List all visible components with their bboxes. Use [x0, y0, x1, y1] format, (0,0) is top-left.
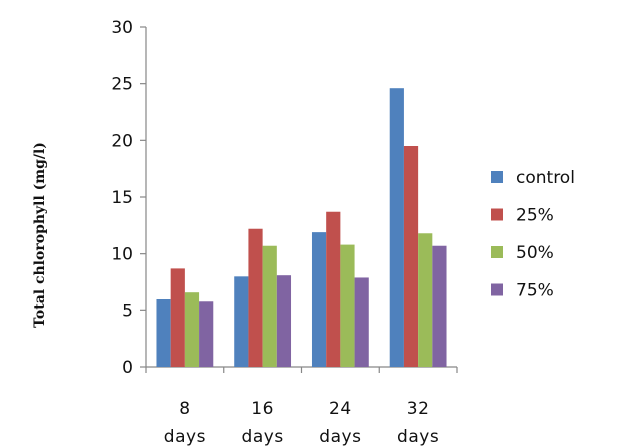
legend-label: control: [516, 168, 575, 188]
legend-label: 50%: [516, 243, 554, 263]
y-tick-label: 5: [122, 301, 133, 321]
bar: [354, 277, 369, 367]
x-tick-label: 8 days: [164, 399, 206, 447]
x-tick-label-line: 16: [251, 399, 274, 419]
x-tick-label: 24 days: [319, 399, 361, 447]
bar: [311, 232, 327, 367]
y-axis-label: Total chlorophyll (mg/l): [32, 142, 48, 328]
legend-label: 75%: [516, 281, 554, 301]
bar: [248, 228, 263, 367]
y-tick-label: 30: [111, 18, 133, 38]
x-tick-label-line: 24: [329, 399, 352, 419]
bar: [326, 211, 341, 367]
x-tick-label: 32 days: [397, 399, 439, 447]
bar: [199, 301, 214, 367]
y-tick-label: 20: [111, 131, 133, 151]
bar: [276, 275, 292, 367]
bar: [184, 292, 200, 367]
legend-swatch: [491, 246, 503, 258]
x-tick-label-line: days: [242, 427, 284, 447]
y-tick-label: 10: [111, 245, 133, 265]
legend-swatch: [491, 283, 503, 296]
legend-swatch: [491, 208, 503, 221]
y-tick-label: 15: [111, 188, 133, 208]
y-tick-label: 25: [111, 75, 133, 95]
legend-swatch: [491, 171, 503, 183]
bar: [262, 245, 277, 367]
bars: [156, 88, 447, 367]
legend-label: 25%: [516, 206, 554, 226]
legend: control 25% 50% 75%: [491, 168, 575, 301]
bar: [432, 245, 447, 367]
bar: [170, 268, 185, 367]
bar: [234, 276, 249, 367]
y-tick-label: 0: [122, 358, 133, 378]
x-tick-label-line: 8: [179, 399, 190, 419]
x-tick-label-line: days: [397, 427, 439, 447]
bar: [389, 88, 404, 367]
bar: [340, 244, 355, 367]
x-tick-label: 16 days: [242, 399, 284, 447]
bar: [403, 146, 419, 367]
bar: [156, 299, 171, 367]
x-tick-label-line: days: [164, 427, 206, 447]
x-tick-label-line: 32: [407, 399, 430, 419]
bar: [418, 233, 433, 367]
x-tick-label-line: days: [319, 427, 361, 447]
axes: 0 5 10 15 20 25 30 8 days 16 days 24 days 32 days: [111, 18, 458, 447]
